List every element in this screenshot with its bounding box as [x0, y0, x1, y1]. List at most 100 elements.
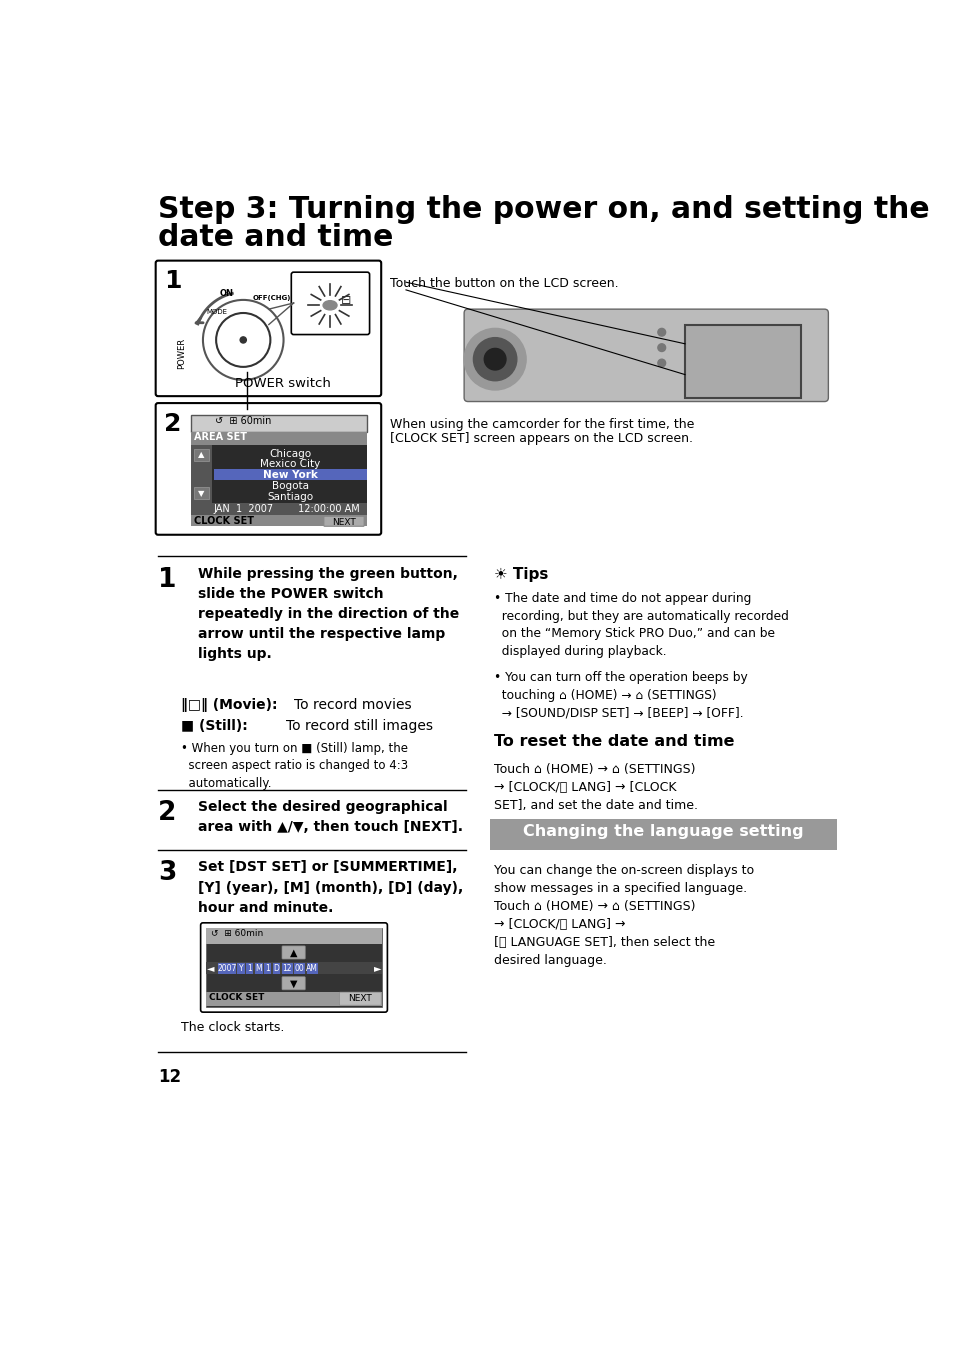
FancyBboxPatch shape — [200, 923, 387, 1012]
Bar — [264, 963, 271, 974]
Text: 1: 1 — [164, 269, 181, 293]
FancyBboxPatch shape — [155, 403, 381, 535]
FancyBboxPatch shape — [282, 977, 305, 989]
FancyBboxPatch shape — [323, 516, 364, 527]
FancyBboxPatch shape — [291, 273, 369, 335]
Bar — [282, 963, 293, 974]
Text: 1: 1 — [247, 963, 252, 973]
Text: While pressing the green button,
slide the POWER switch
repeatedly in the direct: While pressing the green button, slide t… — [198, 567, 459, 661]
Text: The clock starts.: The clock starts. — [181, 1022, 284, 1034]
Text: ↺  ⊞ 60min: ↺ ⊞ 60min — [211, 930, 263, 938]
Ellipse shape — [323, 301, 336, 309]
FancyBboxPatch shape — [282, 946, 305, 959]
Text: 2: 2 — [158, 801, 176, 826]
Text: M: M — [255, 963, 262, 973]
Text: To reset the date and time: To reset the date and time — [493, 734, 733, 749]
Text: When using the camcorder for the first time, the: When using the camcorder for the first t… — [390, 418, 694, 432]
Text: Set [DST SET] or [SUMMERTIME],
[Y] (year), [M] (month), [D] (day),
hour and minu: Set [DST SET] or [SUMMERTIME], [Y] (year… — [198, 860, 463, 915]
Text: Select the desired geographical
area with ▲/▼, then touch [NEXT].: Select the desired geographical area wit… — [198, 801, 463, 835]
Text: NEXT: NEXT — [348, 993, 372, 1003]
Text: AM: AM — [306, 963, 318, 973]
Bar — [206, 962, 381, 974]
Bar — [246, 963, 253, 974]
Bar — [191, 432, 367, 445]
Bar — [294, 963, 305, 974]
Text: Mexico City: Mexico City — [260, 459, 320, 470]
Bar — [490, 818, 836, 849]
Bar — [218, 963, 235, 974]
Bar — [191, 445, 367, 503]
Bar — [193, 449, 209, 461]
Bar — [206, 928, 381, 1007]
Circle shape — [484, 349, 505, 370]
Bar — [191, 445, 212, 503]
Text: ‖□‖ (Movie):: ‖□‖ (Movie): — [181, 697, 277, 712]
Text: Step 3: Turning the power on, and setting the: Step 3: Turning the power on, and settin… — [158, 195, 928, 224]
Text: CLOCK SET: CLOCK SET — [194, 516, 254, 527]
Bar — [254, 963, 262, 974]
Text: [CLOCK SET] screen appears on the LCD screen.: [CLOCK SET] screen appears on the LCD sc… — [390, 433, 693, 445]
Text: ↺  ⊞ 60min: ↺ ⊞ 60min — [215, 417, 272, 426]
Text: 1: 1 — [158, 567, 176, 593]
Text: ►: ► — [374, 963, 380, 973]
Text: 00: 00 — [294, 963, 304, 973]
Text: ▼: ▼ — [290, 978, 297, 988]
Text: Y: Y — [238, 963, 243, 973]
FancyBboxPatch shape — [339, 992, 381, 1006]
Text: 3: 3 — [158, 860, 176, 886]
Bar — [193, 487, 209, 499]
Text: D: D — [274, 963, 279, 973]
Bar — [684, 324, 801, 398]
Text: 12: 12 — [282, 963, 292, 973]
Text: To record still images: To record still images — [286, 719, 433, 733]
Text: POWER switch: POWER switch — [235, 377, 331, 389]
Text: ◄: ◄ — [207, 963, 214, 973]
Circle shape — [240, 337, 246, 343]
Text: Santiago: Santiago — [267, 491, 314, 502]
Text: ▲: ▲ — [290, 947, 297, 958]
Text: 12: 12 — [158, 1068, 181, 1086]
Text: NEXT: NEXT — [332, 518, 355, 527]
Circle shape — [464, 328, 525, 389]
Text: ☀ Tips: ☀ Tips — [493, 567, 547, 582]
Bar — [191, 503, 367, 516]
Text: You can change the on-screen displays to
show messages in a specified language.
: You can change the on-screen displays to… — [493, 863, 753, 966]
Text: To record movies: To record movies — [294, 697, 411, 712]
Circle shape — [473, 338, 517, 381]
Text: 2: 2 — [164, 411, 181, 436]
Bar — [191, 516, 367, 527]
Text: New York: New York — [263, 470, 317, 480]
Bar — [273, 963, 280, 974]
Bar — [236, 963, 245, 974]
Text: OFF(CHG): OFF(CHG) — [253, 296, 291, 301]
Bar — [206, 928, 381, 943]
Text: CLOCK SET: CLOCK SET — [209, 993, 264, 1001]
Text: ▲: ▲ — [198, 451, 205, 459]
Circle shape — [658, 360, 665, 366]
Text: MODE: MODE — [206, 309, 227, 315]
Text: ■ (Still):: ■ (Still): — [181, 719, 248, 733]
FancyBboxPatch shape — [155, 261, 381, 396]
Bar — [191, 415, 367, 432]
Text: ON: ON — [219, 289, 233, 297]
FancyBboxPatch shape — [464, 309, 827, 402]
Text: Chicago: Chicago — [269, 449, 312, 459]
Text: Changing the language setting: Changing the language setting — [522, 824, 802, 839]
Text: 2007: 2007 — [217, 963, 236, 973]
Text: POWER: POWER — [177, 338, 186, 369]
Text: • You can turn off the operation beeps by
  touching ⌂ (HOME) → ⌂ (SETTINGS)
  →: • You can turn off the operation beeps b… — [493, 672, 746, 719]
Bar — [307, 963, 317, 974]
Text: ⊟: ⊟ — [340, 294, 351, 307]
Text: JAN  1  2007        12:00:00 AM: JAN 1 2007 12:00:00 AM — [213, 503, 360, 514]
Circle shape — [658, 328, 665, 337]
Text: Touch ⌂ (HOME) → ⌂ (SETTINGS)
→ [CLOCK/Ⓐ LANG] → [CLOCK
SET], and set the date a: Touch ⌂ (HOME) → ⌂ (SETTINGS) → [CLOCK/Ⓐ… — [493, 764, 697, 813]
Text: Bogota: Bogota — [272, 480, 309, 491]
Text: • The date and time do not appear during
  recording, but they are automatically: • The date and time do not appear during… — [493, 593, 787, 658]
Text: • When you turn on ■ (Still) lamp, the
  screen aspect ratio is changed to 4:3
 : • When you turn on ■ (Still) lamp, the s… — [181, 742, 408, 790]
Circle shape — [658, 343, 665, 351]
Bar — [206, 992, 381, 1006]
Text: AREA SET: AREA SET — [194, 433, 247, 442]
Text: Touch the button on the LCD screen.: Touch the button on the LCD screen. — [390, 277, 618, 290]
Text: date and time: date and time — [158, 223, 393, 252]
Bar — [213, 470, 367, 480]
